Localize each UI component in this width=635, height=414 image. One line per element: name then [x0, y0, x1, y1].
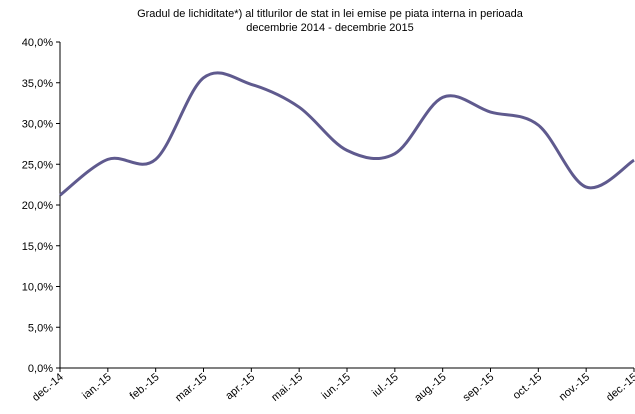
x-tick-label: aug.-15: [412, 371, 448, 404]
y-tick-label: 30,0%: [22, 119, 53, 131]
y-tick-label: 20,0%: [22, 200, 53, 212]
x-tick-label: dec.-14: [30, 371, 66, 404]
x-tick-label: apr.-15: [223, 371, 257, 402]
x-tick-label: mar.-15: [173, 371, 209, 404]
x-tick-label: mai.-15: [269, 371, 305, 404]
chart-subtitle: decembrie 2014 - decembrie 2015: [246, 22, 414, 34]
x-tick-label: iun.-15: [319, 371, 352, 402]
y-tick-label: 15,0%: [22, 241, 53, 253]
x-tick-label: feb.-15: [128, 371, 162, 402]
y-tick-label: 40,0%: [22, 37, 53, 49]
y-tick-label: 10,0%: [22, 282, 53, 294]
y-tick-label: 5,0%: [28, 322, 53, 334]
chart-title: Gradul de lichiditate*) al titlurilor de…: [137, 8, 524, 20]
x-tick-label: dec.-15: [604, 371, 635, 404]
y-tick-label: 0,0%: [28, 363, 53, 375]
x-tick-label: nov.-15: [557, 371, 592, 403]
x-tick-label: iul.-15: [370, 371, 401, 399]
x-tick-label: oct.-15: [511, 371, 544, 402]
series-line: [59, 71, 635, 197]
x-tick-label: sep.-15: [461, 371, 497, 404]
y-tick-label: 35,0%: [22, 78, 53, 90]
x-tick-label: ian.-15: [80, 371, 113, 402]
y-tick-label: 25,0%: [22, 159, 53, 171]
